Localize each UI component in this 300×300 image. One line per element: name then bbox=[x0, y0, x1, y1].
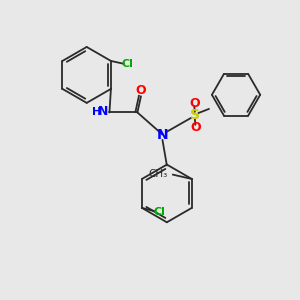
Text: O: O bbox=[136, 85, 146, 98]
Text: O: O bbox=[189, 97, 200, 110]
Text: N: N bbox=[157, 128, 168, 142]
Text: O: O bbox=[190, 121, 201, 134]
Text: H: H bbox=[92, 107, 101, 117]
Text: Cl: Cl bbox=[153, 207, 165, 217]
Text: CH₃: CH₃ bbox=[148, 169, 168, 179]
Text: S: S bbox=[190, 108, 200, 122]
Text: Cl: Cl bbox=[121, 59, 133, 70]
Text: N: N bbox=[98, 105, 108, 119]
